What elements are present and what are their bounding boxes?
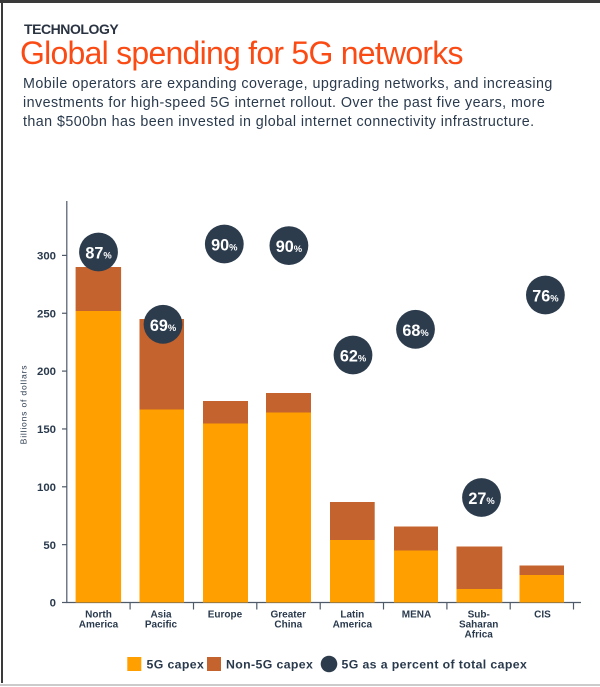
svg-text:27%: 27%: [468, 490, 495, 508]
svg-text:Europe: Europe: [208, 609, 243, 620]
svg-text:CIS: CIS: [534, 609, 551, 620]
svg-text:Greater: Greater: [271, 609, 307, 620]
svg-text:Pacific: Pacific: [145, 620, 178, 631]
svg-text:Asia: Asia: [150, 609, 172, 620]
svg-text:Latin: Latin: [340, 609, 364, 620]
svg-text:150: 150: [37, 424, 56, 436]
svg-text:China: China: [274, 620, 302, 631]
svg-text:68%: 68%: [402, 322, 429, 340]
svg-text:Sub-: Sub-: [468, 609, 490, 620]
svg-text:76%: 76%: [532, 288, 559, 306]
svg-text:5G capex: 5G capex: [147, 657, 205, 671]
svg-text:90%: 90%: [276, 238, 303, 256]
svg-text:Non-5G capex: Non-5G capex: [226, 657, 313, 671]
svg-text:87%: 87%: [85, 245, 112, 263]
svg-text:America: America: [79, 620, 119, 631]
svg-text:Saharan: Saharan: [459, 620, 498, 631]
svg-text:200: 200: [37, 366, 56, 378]
svg-text:90%: 90%: [211, 237, 238, 255]
svg-text:MENA: MENA: [402, 609, 431, 620]
svg-text:Africa: Africa: [465, 630, 494, 641]
svg-text:300: 300: [37, 250, 56, 262]
svg-text:100: 100: [37, 482, 56, 494]
svg-text:5G as a percent of total capex: 5G as a percent of total capex: [342, 657, 528, 671]
svg-text:America: America: [333, 620, 373, 631]
svg-text:50: 50: [43, 540, 56, 552]
svg-text:Billions of dollars: Billions of dollars: [18, 365, 28, 445]
svg-text:North: North: [85, 609, 112, 620]
svg-text:62%: 62%: [340, 348, 367, 366]
svg-text:0: 0: [50, 598, 56, 610]
svg-text:250: 250: [37, 308, 56, 320]
svg-text:69%: 69%: [150, 317, 177, 335]
